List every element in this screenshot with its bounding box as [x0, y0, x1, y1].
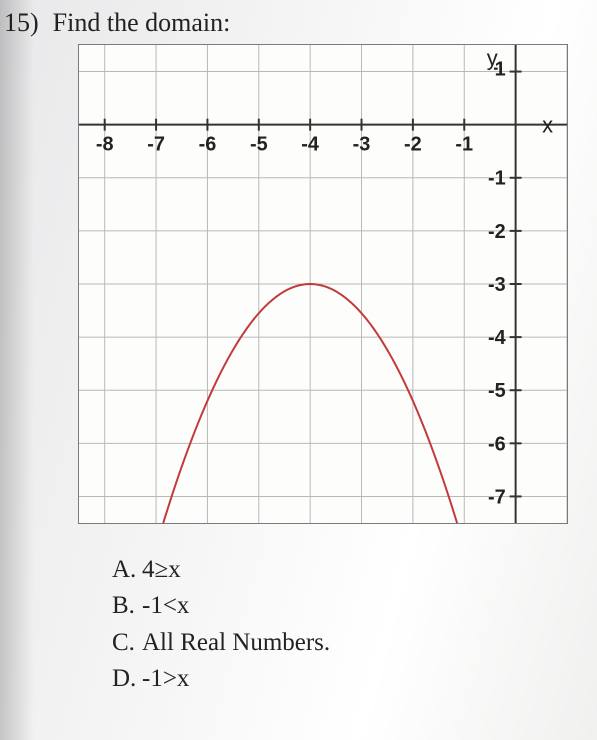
answer-letter: B.	[112, 588, 142, 624]
answer-text: 4≥x	[142, 556, 181, 583]
svg-text:y: y	[487, 46, 498, 71]
answer-option: A.4≥x	[112, 552, 577, 588]
svg-text:-6: -6	[488, 433, 506, 455]
page-shadow	[0, 0, 34, 740]
answer-letter: A.	[112, 552, 142, 588]
domain-chart: -8-7-6-5-4-3-2-11-1-2-3-4-5-6-7yx	[79, 45, 567, 523]
answer-text: All Real Numbers.	[142, 629, 330, 656]
page: 15) Find the domain: -8-7-6-5-4-3-2-11-1…	[0, 0, 597, 740]
svg-text:-3: -3	[488, 274, 506, 296]
answer-text: -1>x	[142, 665, 189, 692]
svg-text:-5: -5	[250, 134, 268, 156]
svg-text:-3: -3	[353, 134, 371, 156]
question-number: 15)	[4, 8, 39, 38]
answer-letter: C.	[112, 625, 142, 661]
answer-text: -1<x	[142, 592, 189, 619]
svg-text:-2: -2	[488, 221, 506, 243]
svg-text:-6: -6	[199, 134, 217, 156]
svg-text:-8: -8	[96, 134, 114, 156]
svg-text:-5: -5	[488, 380, 506, 402]
svg-text:-4: -4	[488, 327, 506, 349]
question-prompt: Find the domain:	[53, 8, 231, 38]
svg-text:-7: -7	[147, 134, 165, 156]
answer-option: C.All Real Numbers.	[112, 625, 577, 661]
answer-option: D.-1>x	[112, 661, 577, 697]
svg-text:-7: -7	[488, 486, 506, 508]
question-line: 15) Find the domain:	[4, 8, 577, 38]
answer-letter: D.	[112, 661, 142, 697]
svg-text:-4: -4	[301, 134, 319, 156]
answer-list: A.4≥xB.-1<xC.All Real Numbers.D.-1>x	[112, 552, 577, 697]
svg-text:-1: -1	[488, 168, 506, 190]
svg-text:-1: -1	[455, 134, 473, 156]
svg-text:x: x	[542, 113, 553, 138]
svg-text:-2: -2	[404, 134, 422, 156]
chart-container: -8-7-6-5-4-3-2-11-1-2-3-4-5-6-7yx	[78, 44, 568, 524]
answer-option: B.-1<x	[112, 588, 577, 624]
